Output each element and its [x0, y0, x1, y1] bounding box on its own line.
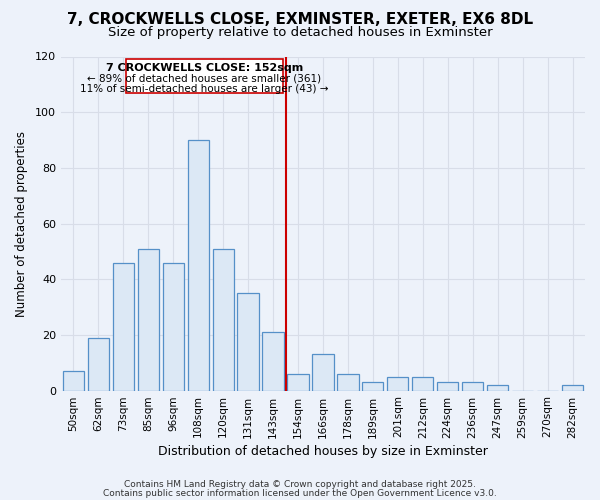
Bar	[437, 382, 458, 390]
Bar	[462, 382, 484, 390]
Text: 7, CROCKWELLS CLOSE, EXMINSTER, EXETER, EX6 8DL: 7, CROCKWELLS CLOSE, EXMINSTER, EXETER, …	[67, 12, 533, 28]
Bar	[63, 371, 84, 390]
Bar	[487, 385, 508, 390]
Y-axis label: Number of detached properties: Number of detached properties	[15, 130, 28, 316]
Text: 11% of semi-detached houses are larger (43) →: 11% of semi-detached houses are larger (…	[80, 84, 329, 94]
Text: 7 CROCKWELLS CLOSE: 152sqm: 7 CROCKWELLS CLOSE: 152sqm	[106, 64, 303, 74]
Text: ← 89% of detached houses are smaller (361): ← 89% of detached houses are smaller (36…	[88, 74, 322, 84]
Bar	[313, 354, 334, 390]
Text: Size of property relative to detached houses in Exminster: Size of property relative to detached ho…	[107, 26, 493, 39]
Bar	[188, 140, 209, 390]
Text: Contains public sector information licensed under the Open Government Licence v3: Contains public sector information licen…	[103, 488, 497, 498]
X-axis label: Distribution of detached houses by size in Exminster: Distribution of detached houses by size …	[158, 444, 488, 458]
Bar	[212, 248, 234, 390]
Bar	[412, 376, 433, 390]
Bar	[238, 293, 259, 390]
Text: Contains HM Land Registry data © Crown copyright and database right 2025.: Contains HM Land Registry data © Crown c…	[124, 480, 476, 489]
Bar	[337, 374, 359, 390]
Bar	[387, 376, 409, 390]
Bar	[163, 262, 184, 390]
Bar	[262, 332, 284, 390]
Bar	[88, 338, 109, 390]
Bar	[287, 374, 308, 390]
Bar	[562, 385, 583, 390]
Bar	[113, 262, 134, 390]
Bar	[137, 248, 159, 390]
FancyBboxPatch shape	[126, 60, 283, 92]
Bar	[362, 382, 383, 390]
